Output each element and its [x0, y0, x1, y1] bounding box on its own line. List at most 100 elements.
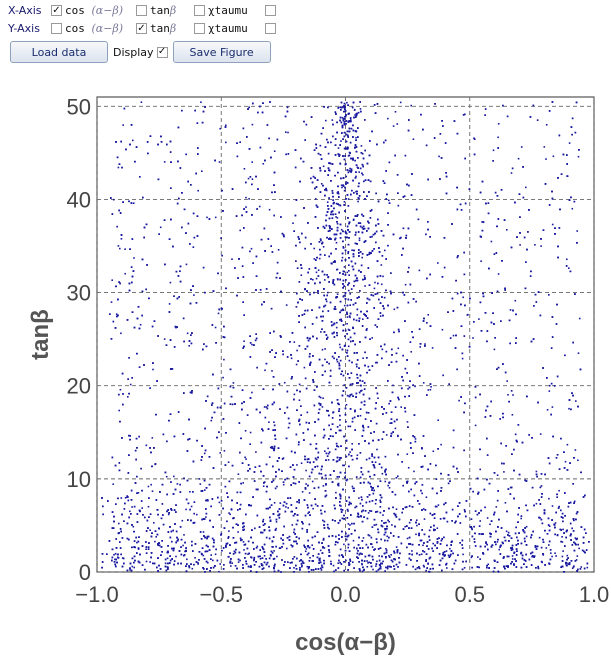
- scatter-point: [258, 205, 261, 208]
- scatter-point: [389, 422, 391, 424]
- y-cos-checkbox[interactable]: [51, 23, 62, 34]
- scatter-point: [366, 560, 368, 562]
- scatter-point: [153, 522, 155, 524]
- x-option-cos[interactable]: cos (α−β): [51, 4, 123, 17]
- scatter-point: [461, 357, 464, 360]
- scatter-point: [511, 414, 514, 416]
- scatter-point: [562, 528, 564, 531]
- x-option-tan[interactable]: tanβ: [136, 4, 176, 17]
- scatter-point: [372, 568, 374, 571]
- scatter-point: [358, 497, 360, 499]
- scatter-point: [300, 274, 303, 276]
- scatter-point: [230, 565, 232, 567]
- scatter-point: [112, 483, 114, 485]
- scatter-point: [193, 294, 195, 296]
- scatter-point: [349, 524, 351, 526]
- y-blank-checkbox[interactable]: [265, 23, 276, 34]
- scatter-point: [305, 548, 308, 550]
- scatter-point: [520, 146, 523, 148]
- scatter-point: [558, 489, 560, 492]
- x-option-chitaumu[interactable]: χtaumu: [194, 4, 248, 17]
- y-option-tan[interactable]: tanβ: [136, 22, 176, 35]
- scatter-point: [262, 485, 265, 487]
- scatter-point: [272, 447, 274, 450]
- scatter-point: [458, 399, 460, 402]
- y-option-cos[interactable]: cos (α−β): [51, 22, 123, 35]
- scatter-point: [217, 312, 220, 315]
- y-option-blank[interactable]: [265, 23, 279, 34]
- scatter-point: [350, 168, 353, 170]
- scatter-point: [283, 381, 286, 384]
- scatter-point: [343, 201, 346, 203]
- scatter-point: [366, 328, 368, 330]
- scatter-point: [201, 170, 203, 172]
- scatter-point: [351, 485, 354, 488]
- scatter-point: [247, 177, 250, 180]
- scatter-point: [396, 123, 399, 125]
- scatter-point: [361, 153, 364, 155]
- scatter-point: [322, 246, 325, 248]
- x-cos-checkbox[interactable]: [51, 5, 62, 16]
- scatter-point: [120, 238, 123, 240]
- scatter-point: [395, 508, 398, 510]
- scatter-point: [349, 425, 352, 428]
- scatter-point: [422, 382, 425, 384]
- load-data-button[interactable]: Load data: [10, 41, 108, 63]
- x-tan-checkbox[interactable]: [136, 5, 147, 16]
- scatter-point: [507, 394, 509, 396]
- x-option-blank[interactable]: [265, 5, 279, 16]
- scatter-point: [197, 562, 199, 564]
- scatter-point: [191, 567, 194, 570]
- scatter-point: [293, 393, 296, 396]
- scatter-point: [248, 198, 250, 200]
- save-figure-button[interactable]: Save Figure: [172, 41, 271, 63]
- y-tan-checkbox[interactable]: [136, 23, 147, 34]
- scatter-point: [359, 108, 362, 110]
- scatter-point: [534, 244, 536, 246]
- scatter-point: [445, 550, 448, 552]
- scatter-point: [309, 557, 311, 559]
- display-checkbox[interactable]: [156, 46, 168, 58]
- scatter-point: [347, 289, 350, 292]
- scatter-point: [535, 470, 538, 473]
- display-toggle[interactable]: Display: [113, 46, 168, 59]
- scatter-point: [466, 314, 469, 316]
- scatter-point: [305, 469, 307, 472]
- scatter-point: [139, 323, 142, 326]
- scatter-point: [185, 263, 188, 266]
- scatter-point: [462, 553, 464, 556]
- x-chitaumu-checkbox[interactable]: [194, 5, 205, 16]
- scatter-point: [118, 409, 120, 412]
- scatter-point: [555, 555, 557, 557]
- scatter-point: [133, 566, 135, 569]
- scatter-point: [335, 491, 337, 494]
- scatter-point: [147, 505, 150, 508]
- scatter-point: [336, 293, 339, 295]
- scatter-point: [493, 348, 496, 351]
- scatter-point: [251, 178, 254, 180]
- scatter-point: [307, 567, 310, 570]
- scatter-point: [422, 544, 424, 547]
- scatter-point: [431, 347, 434, 349]
- scatter-point: [325, 119, 327, 122]
- scatter-point: [346, 323, 348, 325]
- scatter-point: [295, 363, 298, 366]
- scatter-point: [196, 513, 198, 516]
- scatter-point: [574, 449, 577, 451]
- scatter-point: [269, 446, 272, 449]
- scatter-point: [407, 388, 409, 390]
- scatter-point: [312, 507, 314, 510]
- scatter-point: [492, 149, 495, 152]
- y-option-chitaumu[interactable]: χtaumu: [194, 22, 248, 35]
- scatter-point: [387, 484, 389, 487]
- y-chitaumu-checkbox[interactable]: [194, 23, 205, 34]
- scatter-point: [351, 443, 353, 445]
- scatter-point: [210, 554, 212, 556]
- scatter-point: [163, 338, 166, 340]
- scatter-point: [566, 258, 568, 261]
- scatter-point: [273, 550, 275, 552]
- scatter-point: [561, 555, 564, 558]
- scatter-point: [479, 520, 481, 522]
- scatter-point: [446, 567, 448, 569]
- x-blank-checkbox[interactable]: [265, 5, 276, 16]
